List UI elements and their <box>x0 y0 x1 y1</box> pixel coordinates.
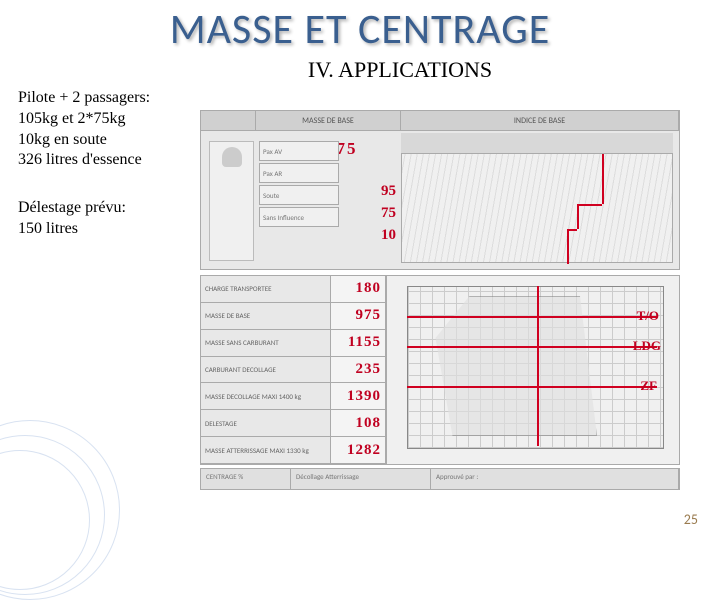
text-line: 150 litres <box>18 219 198 240</box>
weight-balance-form: MASSE DE BASE INDICE DE BASE 975 42 Pax … <box>200 110 680 470</box>
box-soute: Soute <box>259 185 339 205</box>
footer-centrage: CENTRAGE % <box>201 469 291 489</box>
red-trace <box>577 204 579 229</box>
footer-bar: CENTRAGE % Décollage Atterrissage Approu… <box>200 468 680 490</box>
val-masse-base: 975 <box>331 303 386 330</box>
red-trace <box>407 346 657 348</box>
val-pax-ar: 75 <box>346 205 396 227</box>
red-trace <box>407 386 657 388</box>
label-masse-sans-carb: MASSE SANS CARBURANT <box>201 330 331 357</box>
header-masse: MASSE DE BASE <box>256 111 401 131</box>
text-line: 105kg et 2*75kg <box>18 109 198 130</box>
label-column: CHARGE TRANSPORTEE MASSE DE BASE MASSE S… <box>201 276 331 464</box>
val-masse-decollage: 1390 <box>331 383 386 410</box>
aircraft-icon <box>209 141 254 261</box>
header-spacer <box>201 111 256 131</box>
val-charge: 180 <box>331 276 386 303</box>
side-values: 95 75 10 <box>346 183 396 249</box>
text-line: 326 litres d'essence <box>18 150 198 171</box>
val-soute: 10 <box>346 227 396 249</box>
page-title: MASSE ET CENTRAGE <box>0 0 720 55</box>
nomograph <box>401 133 673 263</box>
subtitle: IV. APPLICATIONS <box>80 57 720 83</box>
label-charge: CHARGE TRANSPORTEE <box>201 276 331 303</box>
page-number: 25 <box>684 511 698 528</box>
val-masse-sans-carb: 1155 <box>331 330 386 357</box>
annot-to: T/O <box>637 308 659 324</box>
red-trace <box>567 229 569 264</box>
annot-ldg: LDG <box>633 338 661 354</box>
left-info-block-1: Pilote + 2 passagers: 105kg et 2*75kg 10… <box>18 88 198 171</box>
red-trace <box>602 154 604 204</box>
footer-approuve: Approuvé par : <box>431 469 679 489</box>
label-masse-decollage: MASSE DECOLLAGE MAXI 1400 kg <box>201 383 331 410</box>
footer-phases: Décollage Atterrissage <box>291 469 431 489</box>
label-delestage: DELESTAGE <box>201 410 331 437</box>
header-row: MASSE DE BASE INDICE DE BASE <box>201 111 679 131</box>
box-sans-influence: Sans Influence <box>259 207 339 227</box>
label-carb-decollage: CARBURANT DECOLLAGE <box>201 357 331 384</box>
value-column: 180 975 1155 235 1390 108 1282 <box>331 276 386 464</box>
text-line: Délestage prévu: <box>18 198 198 219</box>
red-trace <box>537 286 539 446</box>
annot-zf: ZF <box>640 378 657 394</box>
val-pax-av: 95 <box>346 183 396 205</box>
label-masse-atterrissage: MASSE ATTERRISSAGE MAXI 1330 kg <box>201 437 331 464</box>
box-pax-ar: Pax AR <box>259 163 339 183</box>
red-trace <box>407 316 657 318</box>
left-info-block-2: Délestage prévu: 150 litres <box>18 198 198 240</box>
text-line: Pilote + 2 passagers: <box>18 88 198 109</box>
val-delestage: 108 <box>331 410 386 437</box>
val-carb-decollage: 235 <box>331 357 386 384</box>
text-line: 10kg en soute <box>18 130 198 151</box>
upper-panel: MASSE DE BASE INDICE DE BASE 975 42 Pax … <box>200 110 680 270</box>
red-trace <box>577 204 602 206</box>
val-masse-atterrissage: 1282 <box>331 437 386 464</box>
load-boxes: Pax AV Pax AR Soute Sans Influence <box>259 141 339 229</box>
cg-envelope: T/O LDG ZF <box>386 276 679 464</box>
header-indice: INDICE DE BASE <box>401 111 679 131</box>
lower-panel: CHARGE TRANSPORTEE MASSE DE BASE MASSE S… <box>200 275 680 465</box>
box-pax-av: Pax AV <box>259 141 339 161</box>
label-masse-base: MASSE DE BASE <box>201 303 331 330</box>
